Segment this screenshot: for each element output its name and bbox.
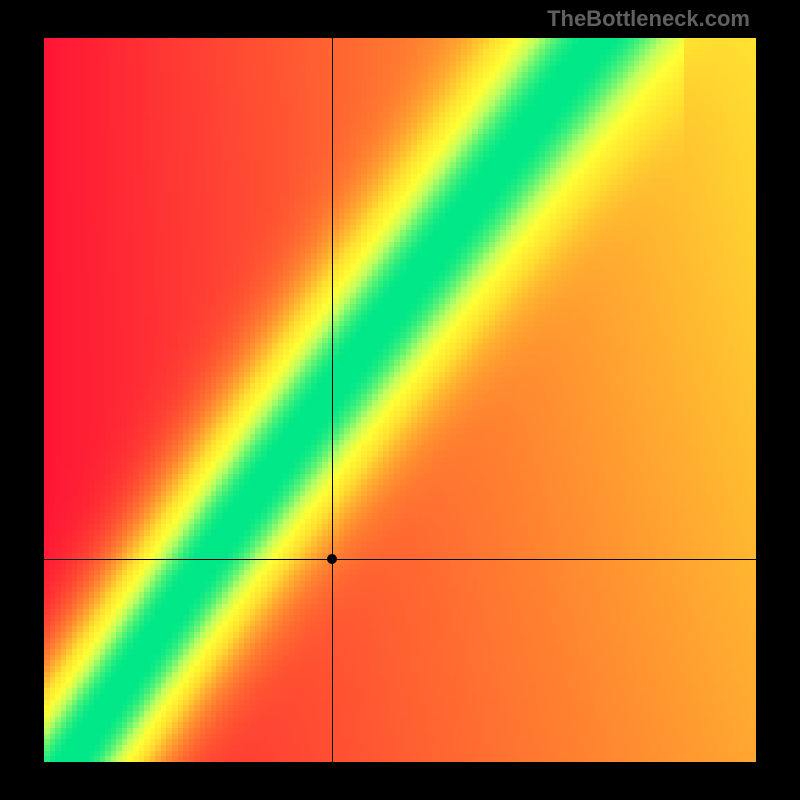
crosshair-vertical [332,38,333,762]
heatmap-plot [44,38,756,762]
watermark-text: TheBottleneck.com [547,6,750,32]
crosshair-horizontal [44,559,756,560]
crosshair-marker [327,554,337,564]
heatmap-canvas [44,38,756,762]
chart-container: TheBottleneck.com [0,0,800,800]
